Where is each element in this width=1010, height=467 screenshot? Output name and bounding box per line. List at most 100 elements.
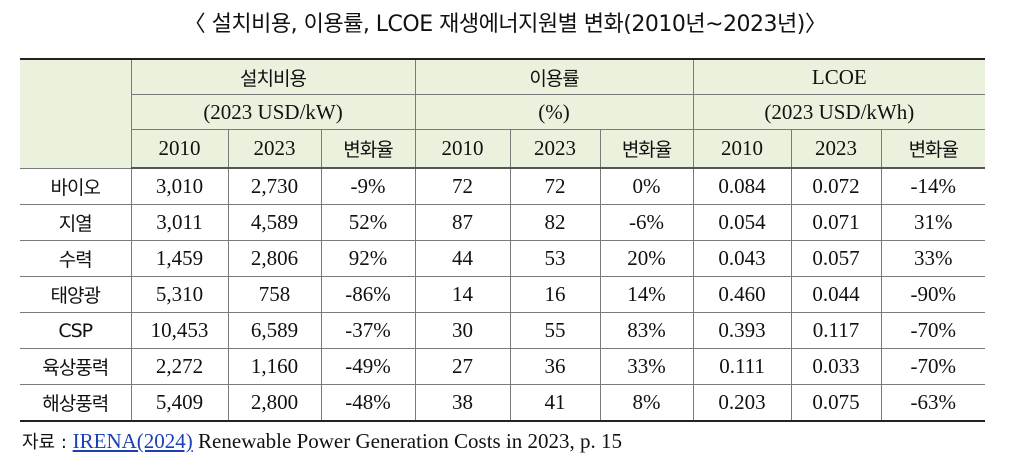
cell-cost-2023: 2,806 xyxy=(227,240,322,277)
cell-util-2010: 30 xyxy=(414,312,511,349)
group-header-cost: 설치비용 xyxy=(130,58,416,95)
table-row: 수력 1,459 2,806 92% 44 53 20% 0.043 0.057 33% xyxy=(20,240,986,277)
cell-cost-2023: 4,589 xyxy=(227,204,322,241)
source-link[interactable]: IRENA(2024) xyxy=(72,429,193,453)
cell-lcoe-2010: 0.043 xyxy=(692,240,792,277)
cell-util-change: 83% xyxy=(599,312,694,349)
table-title: 〈 설치비용, 이용률, LCOE 재생에너지원별 변화(2010년~2023년… xyxy=(183,12,827,37)
cell-lcoe-change: -14% xyxy=(880,167,986,205)
cell-lcoe-2023: 0.117 xyxy=(790,312,882,349)
cell-lcoe-2010: 0.393 xyxy=(692,312,792,349)
renewable-cost-table: 설치비용 이용률 LCOE (2023 USD/kW) (%) (2023 US… xyxy=(20,58,986,422)
cell-cost-2010: 5,310 xyxy=(130,276,229,313)
group-header-lcoe: LCOE xyxy=(692,58,986,95)
cell-lcoe-change: -70% xyxy=(880,312,986,349)
table-row: 육상풍력 2,272 1,160 -49% 27 36 33% 0.111 0.033 -70% xyxy=(20,348,986,385)
subheader-cost-change: 변화율 xyxy=(320,129,416,169)
cell-lcoe-2023: 0.033 xyxy=(790,348,882,385)
subheader-util-2010: 2010 xyxy=(414,129,511,169)
cell-lcoe-2023: 0.072 xyxy=(790,167,882,205)
cell-cost-change: -9% xyxy=(320,167,416,205)
subheader-util-change: 변화율 xyxy=(599,129,694,169)
cell-util-2010: 14 xyxy=(414,276,511,313)
cell-cost-change: -49% xyxy=(320,348,416,385)
cell-lcoe-2023: 0.071 xyxy=(790,204,882,241)
cell-cost-2023: 1,160 xyxy=(227,348,322,385)
cell-lcoe-2023: 0.075 xyxy=(790,384,882,422)
cell-cost-change: 92% xyxy=(320,240,416,277)
cell-lcoe-change: -63% xyxy=(880,384,986,422)
cell-lcoe-2023: 0.044 xyxy=(790,276,882,313)
cell-lcoe-2010: 0.203 xyxy=(692,384,792,422)
row-label: 수력 xyxy=(20,240,132,277)
source-note: 자료 : IRENA(2024) Renewable Power Generat… xyxy=(22,428,622,454)
cell-util-change: 33% xyxy=(599,348,694,385)
cell-cost-2023: 2,800 xyxy=(227,384,322,422)
row-label: 육상풍력 xyxy=(20,348,132,385)
cell-util-2010: 27 xyxy=(414,348,511,385)
cell-util-2010: 72 xyxy=(414,167,511,205)
table-row: 지열 3,011 4,589 52% 87 82 -6% 0.054 0.071 31% xyxy=(20,204,986,241)
table-body: 바이오 3,010 2,730 -9% 72 72 0% 0.084 0.072 -14% 지열 3,… xyxy=(20,167,986,422)
cell-util-2023: 82 xyxy=(509,204,601,241)
cell-cost-2023: 6,589 xyxy=(227,312,322,349)
cell-cost-change: -48% xyxy=(320,384,416,422)
cell-lcoe-change: -90% xyxy=(880,276,986,313)
subheader-lcoe-2010: 2010 xyxy=(692,129,792,169)
cell-lcoe-2010: 0.111 xyxy=(692,348,792,385)
cell-cost-2010: 5,409 xyxy=(130,384,229,422)
corner-cell xyxy=(20,58,132,169)
table-row: CSP 10,453 6,589 -37% 30 55 83% 0.393 0.117 -70% xyxy=(20,312,986,349)
row-label: 지열 xyxy=(20,204,132,241)
group-unit-util: (%) xyxy=(414,94,694,130)
cell-lcoe-change: 33% xyxy=(880,240,986,277)
cell-util-change: 0% xyxy=(599,167,694,205)
cell-util-2023: 36 xyxy=(509,348,601,385)
subheader-lcoe-change: 변화율 xyxy=(880,129,986,169)
cell-lcoe-2010: 0.084 xyxy=(692,167,792,205)
cell-cost-change: 52% xyxy=(320,204,416,241)
cell-cost-2010: 1,459 xyxy=(130,240,229,277)
cell-util-2023: 16 xyxy=(509,276,601,313)
cell-lcoe-change: -70% xyxy=(880,348,986,385)
cell-util-change: 20% xyxy=(599,240,694,277)
source-label: 자료 : xyxy=(22,432,73,453)
cell-util-2023: 41 xyxy=(509,384,601,422)
cell-cost-2010: 2,272 xyxy=(130,348,229,385)
cell-util-2010: 87 xyxy=(414,204,511,241)
cell-cost-2010: 10,453 xyxy=(130,312,229,349)
cell-cost-change: -37% xyxy=(320,312,416,349)
cell-lcoe-2010: 0.460 xyxy=(692,276,792,313)
cell-util-2023: 55 xyxy=(509,312,601,349)
subheader-util-2023: 2023 xyxy=(509,129,601,169)
row-label: 태양광 xyxy=(20,276,132,313)
row-label: 해상풍력 xyxy=(20,384,132,422)
cell-util-change: 8% xyxy=(599,384,694,422)
group-unit-cost: (2023 USD/kW) xyxy=(131,94,416,130)
cell-util-2023: 72 xyxy=(509,167,601,205)
cell-util-change: -6% xyxy=(599,204,694,241)
cell-cost-2023: 2,730 xyxy=(227,167,322,205)
row-label: 바이오 xyxy=(20,167,132,205)
table-row: 태양광 5,310 758 -86% 14 16 14% 0.460 0.044 -90% xyxy=(20,276,986,313)
cell-cost-change: -86% xyxy=(320,276,416,313)
table-row: 바이오 3,010 2,730 -9% 72 72 0% 0.084 0.072 -14% xyxy=(20,167,986,205)
row-label: CSP xyxy=(20,312,132,349)
cell-util-2010: 44 xyxy=(414,240,511,277)
cell-cost-2023: 758 xyxy=(227,276,322,313)
cell-lcoe-2023: 0.057 xyxy=(790,240,882,277)
subheader-cost-2010: 2010 xyxy=(131,129,229,169)
cell-util-2023: 53 xyxy=(509,240,601,277)
cell-util-change: 14% xyxy=(599,276,694,313)
source-rest: Renewable Power Generation Costs in 2023… xyxy=(192,429,623,453)
subheader-lcoe-2023: 2023 xyxy=(790,129,882,169)
group-header-util: 이용률 xyxy=(414,58,694,95)
cell-lcoe-2010: 0.054 xyxy=(692,204,792,241)
cell-cost-2010: 3,010 xyxy=(130,167,229,205)
cell-cost-2010: 3,011 xyxy=(130,204,229,241)
cell-util-2010: 38 xyxy=(414,384,511,422)
cell-lcoe-change: 31% xyxy=(880,204,986,241)
subheader-cost-2023: 2023 xyxy=(227,129,322,169)
group-unit-lcoe: (2023 USD/kWh) xyxy=(692,94,986,130)
table-row: 해상풍력 5,409 2,800 -48% 38 41 8% 0.203 0.075 -63% xyxy=(20,384,986,422)
